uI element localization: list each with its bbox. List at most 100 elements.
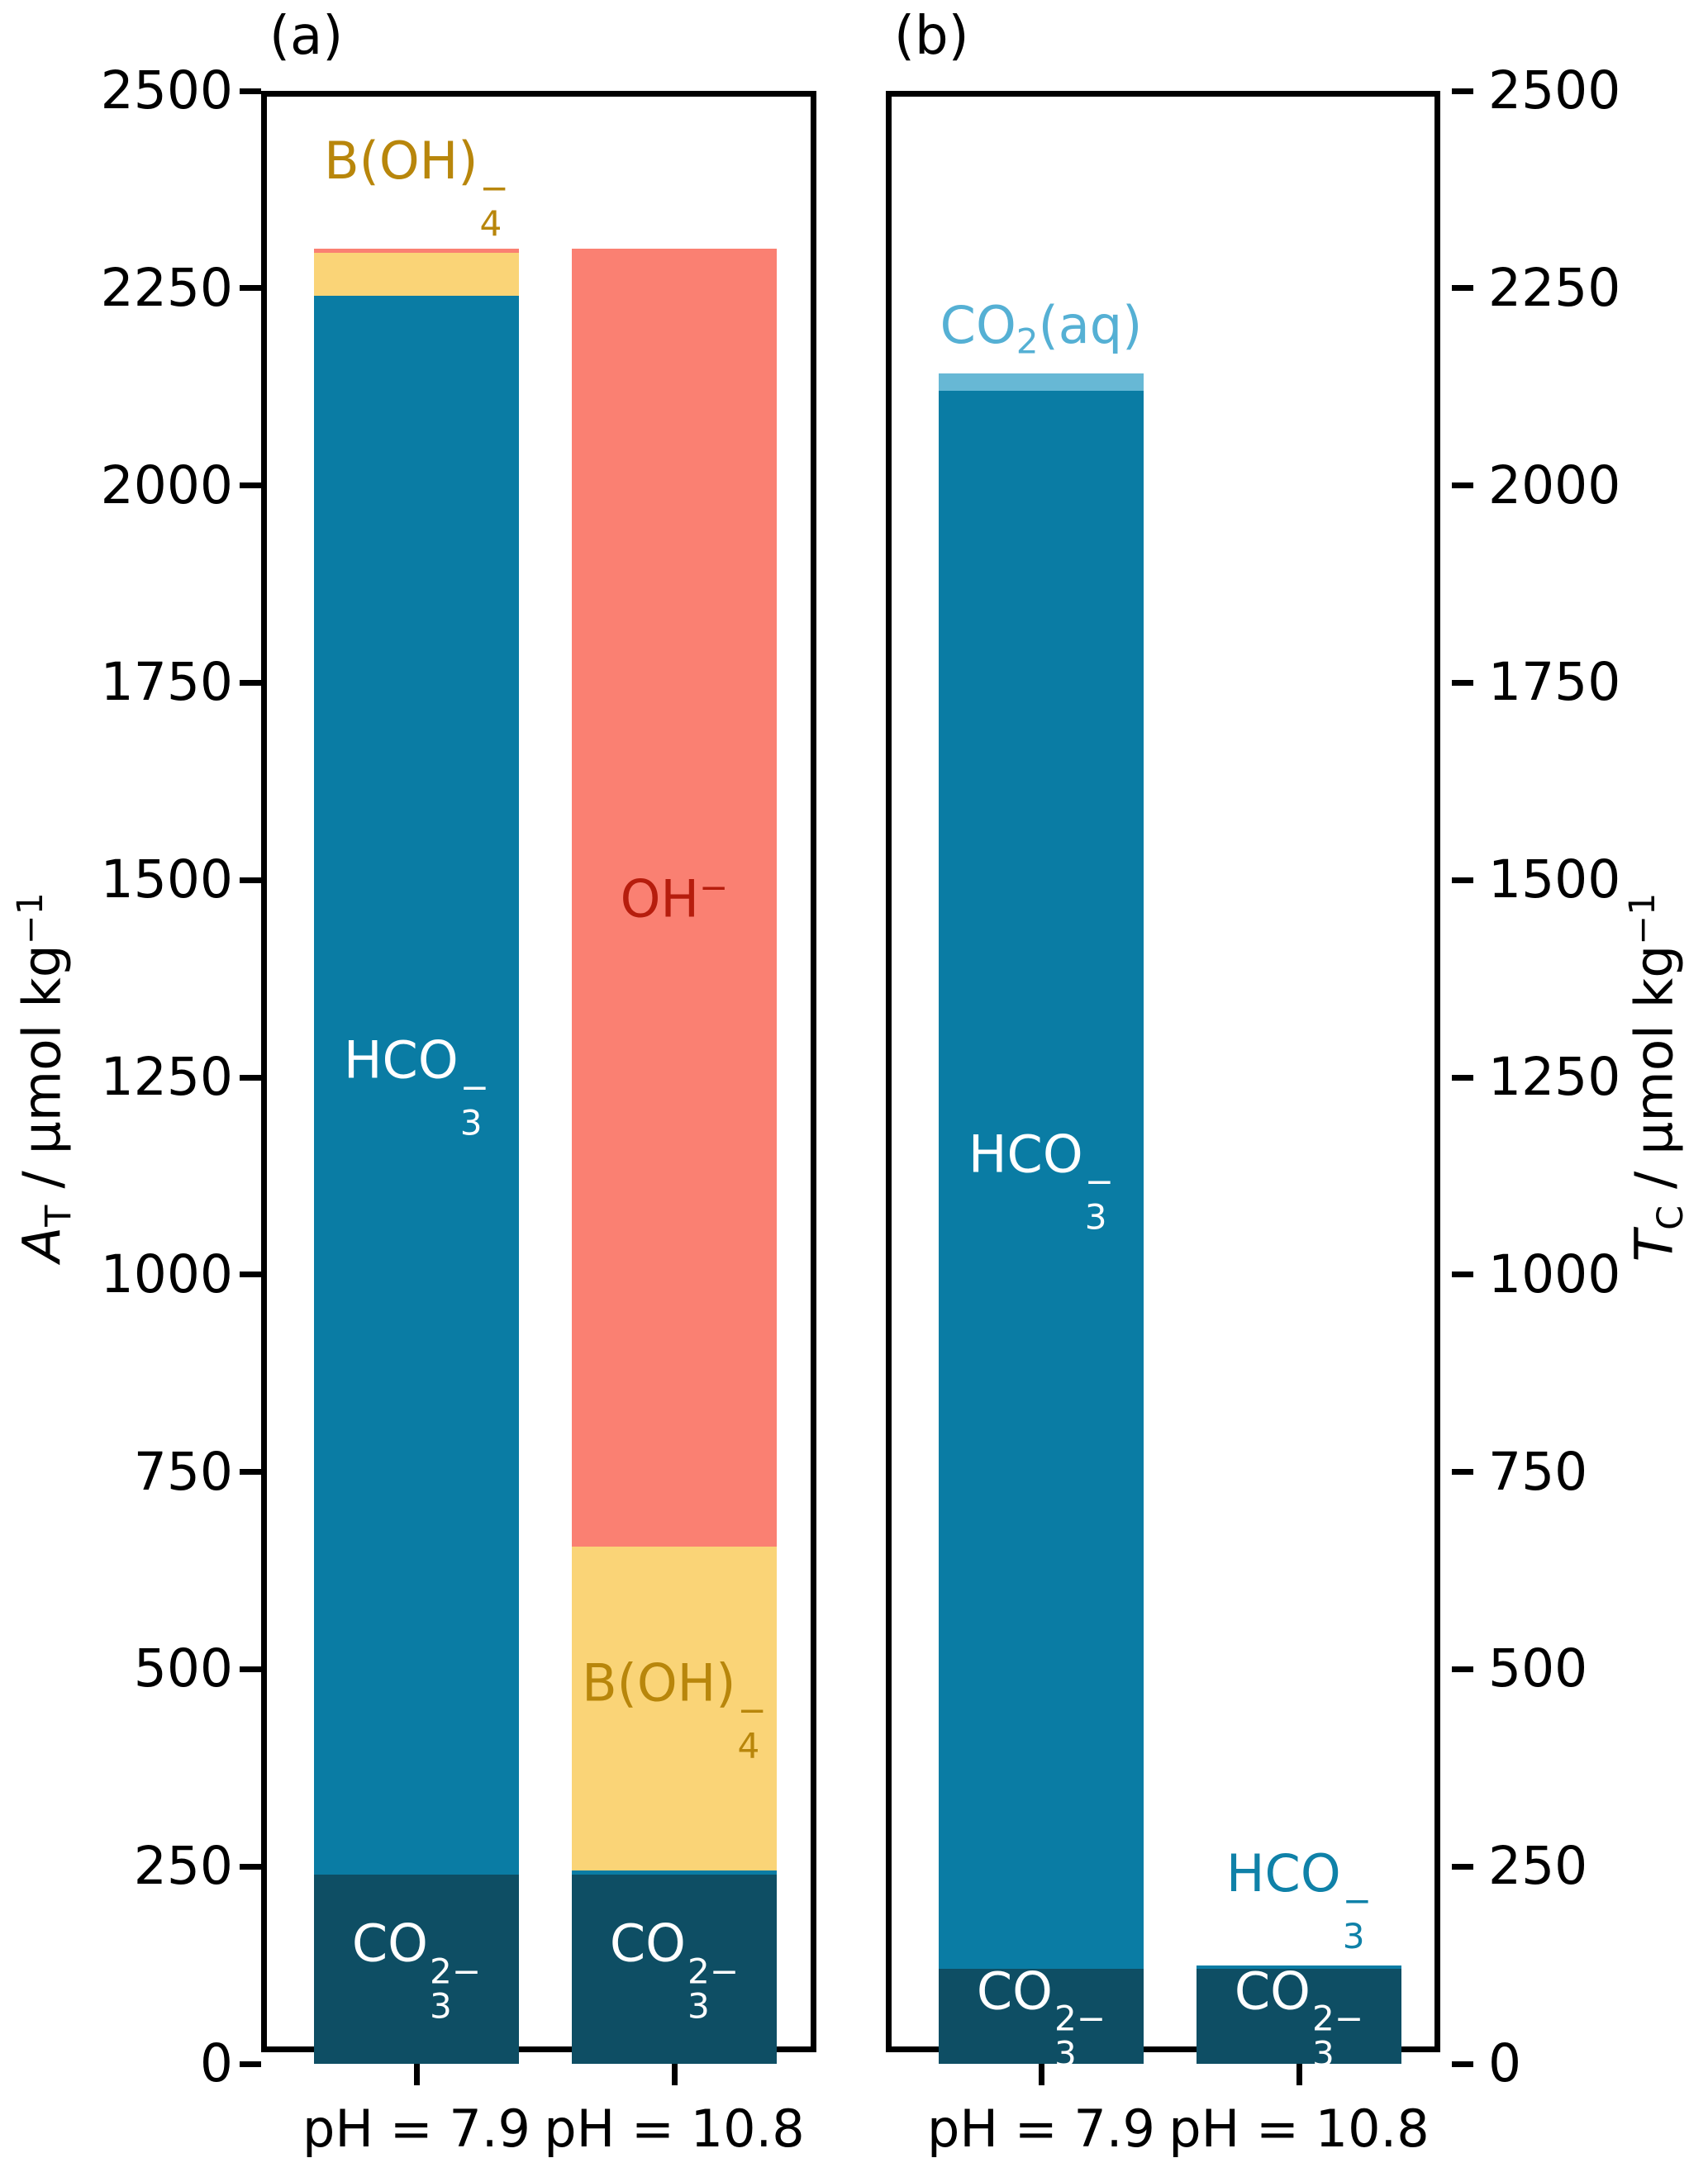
y-tick-label: 0 (1488, 2033, 1522, 2094)
y-tick-mark (1452, 2061, 1473, 2067)
y-tick-label: 500 (133, 1638, 233, 1699)
segment-label-bicarbonate: HCO −3 (968, 1124, 1115, 1238)
x-category-label: pH = 10.8 (544, 2099, 805, 2159)
panel-a-axes-box (261, 91, 816, 2052)
y-tick-label: 1250 (100, 1047, 233, 1107)
italic-symbol: A (12, 1226, 73, 1262)
bar-segment-borate (314, 252, 519, 297)
bar-segment-bicarbonate (572, 1870, 777, 1875)
segment-label-carbonate: CO 2− 3 (976, 1961, 1106, 2075)
y-tick-label: 2000 (1488, 454, 1621, 516)
y-tick-mark (240, 1666, 261, 1672)
sub-sup-stack: −4 (479, 167, 509, 244)
bar-segment-bicarbonate (314, 296, 519, 1875)
y-tick-mark (240, 285, 261, 292)
superscript: −1 (1621, 892, 1663, 945)
y-tick-mark (240, 1272, 261, 1278)
y-tick-label: 750 (133, 1441, 233, 1502)
y-tick-mark (240, 1863, 261, 1870)
segment-label-hydroxide: OH− (620, 867, 729, 929)
y-tick-label: 0 (199, 2033, 233, 2094)
x-tick-mark (671, 2064, 678, 2085)
y-tick-mark (1452, 1074, 1473, 1081)
superscript: −1 (9, 892, 51, 945)
sub-sup-stack: 2− 3 (687, 1950, 740, 2027)
bar-segment-borate (572, 1547, 777, 1870)
y-tick-mark (240, 1469, 261, 1476)
y-tick-mark (1452, 1863, 1473, 1870)
y-tick-label: 1000 (1488, 1243, 1621, 1305)
y-tick-mark (1452, 877, 1473, 883)
y-tick-mark (1452, 482, 1473, 489)
sub-sup-stack: −3 (1084, 1161, 1115, 1238)
y-tick-label: 1750 (1488, 652, 1621, 713)
y-tick-mark (1452, 285, 1473, 292)
y-tick-label: 2500 (1488, 60, 1621, 121)
bar-segment-bicarbonate (1197, 1965, 1401, 1970)
x-category-label: pH = 7.9 (302, 2099, 530, 2159)
y-tick-label: 2500 (100, 60, 233, 121)
y-tick-label: 1500 (1488, 849, 1621, 910)
y-tick-label: 250 (1488, 1836, 1588, 1897)
y-tick-mark (1452, 1272, 1473, 1278)
y-tick-label: 2250 (100, 257, 233, 318)
x-tick-mark (1038, 2064, 1044, 2085)
bar-segment-carbonate (939, 1969, 1144, 2064)
segment-label-bicarbonate: HCO −3 (343, 1029, 490, 1143)
italic-symbol: T (1624, 1229, 1685, 1262)
bar-segment-carbonate (314, 1874, 519, 2064)
x-tick-mark (413, 2064, 420, 2085)
y-tick-label: 1000 (100, 1243, 233, 1305)
bar-segment-bicarbonate (939, 390, 1144, 1970)
segment-label-borate: B(OH) −4 (324, 130, 509, 244)
panel-b-title: (b) (894, 6, 969, 67)
segment-label-bicarbonate: HCO −3 (1225, 1842, 1373, 1956)
sub-sup-stack: 2− 3 (430, 1950, 482, 2027)
bar-segment-carbonate (572, 1874, 777, 2064)
subscript: 2 (1016, 321, 1039, 362)
y-axis-label-left: AT / µmol kg−1 (9, 892, 80, 1262)
subscript: T (38, 1205, 80, 1227)
y-tick-label: 2250 (1488, 257, 1621, 318)
y-tick-label: 2000 (100, 454, 233, 516)
sub-sup-stack: 2− 3 (1312, 1998, 1364, 2075)
x-category-label: pH = 7.9 (927, 2099, 1155, 2159)
y-tick-label: 250 (133, 1836, 233, 1897)
y-tick-mark (1452, 679, 1473, 686)
segment-label-carbonate: CO 2− 3 (609, 1913, 740, 2027)
sub-sup-stack: −4 (737, 1690, 767, 1766)
y-tick-mark (1452, 1469, 1473, 1476)
y-tick-label: 1500 (100, 849, 233, 910)
y-tick-label: 1750 (100, 652, 233, 713)
segment-label-carbonate: CO 2− 3 (351, 1913, 482, 2027)
y-tick-mark (240, 2061, 261, 2067)
bar-segment-carbonate (1197, 1969, 1401, 2064)
y-tick-mark (240, 1074, 261, 1081)
segment-label-carbonate: CO 2− 3 (1234, 1961, 1364, 2075)
superscript: − (699, 867, 729, 907)
subscript: C (1650, 1205, 1692, 1230)
y-tick-mark (1452, 88, 1473, 94)
x-tick-mark (1296, 2064, 1302, 2085)
y-tick-mark (240, 88, 261, 94)
y-tick-mark (240, 679, 261, 686)
y-tick-mark (240, 482, 261, 489)
segment-label-borate: B(OH) −4 (582, 1652, 767, 1766)
panel-b-axes-box (886, 91, 1440, 2052)
x-category-label: pH = 10.8 (1168, 2099, 1430, 2159)
bar-segment-hydroxide (314, 249, 519, 253)
y-tick-label: 750 (1488, 1441, 1588, 1502)
panel-a-title: (a) (269, 6, 344, 67)
y-tick-mark (240, 877, 261, 883)
bar-segment-co2-aqueous (939, 373, 1144, 391)
sub-sup-stack: −3 (459, 1067, 490, 1143)
y-tick-mark (1452, 1666, 1473, 1672)
sub-sup-stack: −3 (1342, 1880, 1373, 1956)
y-axis-label-right: TC / µmol kg−1 (1621, 892, 1692, 1262)
y-tick-label: 500 (1488, 1638, 1588, 1699)
bar-segment-hydroxide (572, 249, 777, 1547)
y-tick-label: 1250 (1488, 1047, 1621, 1107)
sub-sup-stack: 2− 3 (1054, 1998, 1106, 2075)
segment-label-co2-aqueous: CO2(aq) (940, 294, 1143, 362)
